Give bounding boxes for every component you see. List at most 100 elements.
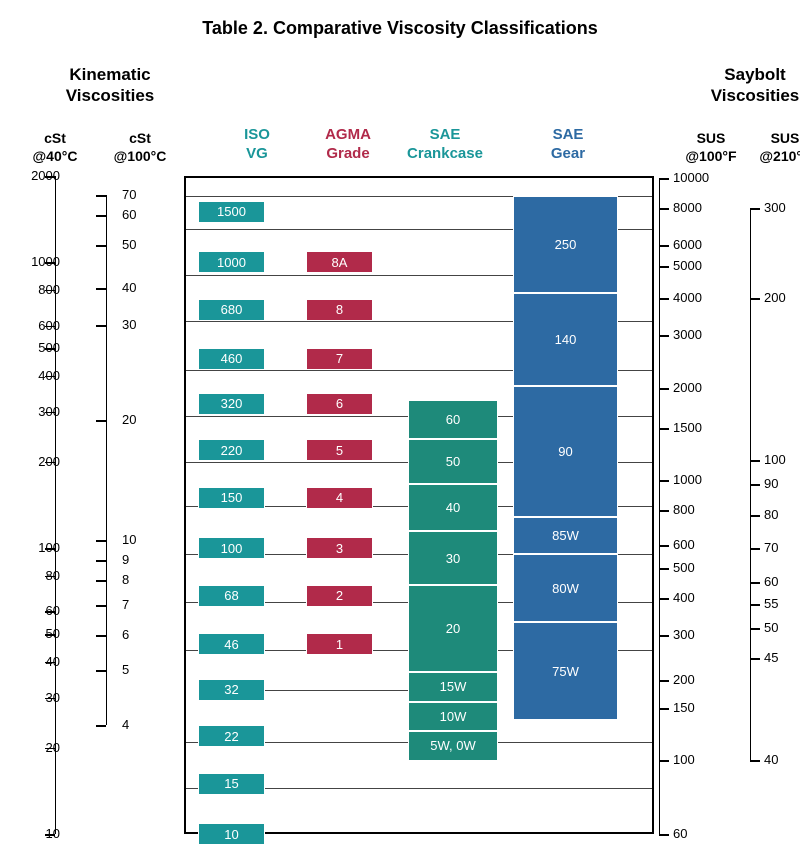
crank-grade-box: 15W [408, 672, 498, 702]
iso-header: ISOVG [217, 126, 297, 164]
sus100-tick-label: 150 [673, 700, 723, 715]
cst100-tick-label: 7 [122, 597, 172, 612]
crank-grade-box: 40 [408, 484, 498, 531]
gear-grade-box: 75W [513, 622, 618, 720]
cst40-tick-label: 800 [10, 282, 60, 297]
agma-grade-box: 8 [306, 299, 373, 321]
sus210-tick-label: 90 [764, 476, 800, 491]
viscosity-comparison-chart: Table 2. Comparative Viscosity Classific… [0, 0, 800, 863]
sus210-tick-label: 70 [764, 540, 800, 555]
sus210-tick [750, 460, 760, 462]
crank-header: SAECrankcase [405, 126, 485, 164]
iso-grade-box: 1000 [198, 251, 265, 273]
sus210-tick-label: 40 [764, 752, 800, 767]
cst100-tick-label: 4 [122, 717, 172, 732]
iso-grade-box: 100 [198, 537, 265, 559]
gear-grade-box: 80W [513, 554, 618, 622]
cst100-tick [96, 540, 106, 542]
sus100-tick-label: 800 [673, 502, 723, 517]
iso-grade-box: 32 [198, 679, 265, 701]
sus100-tick-label: 5000 [673, 258, 723, 273]
cst100-tick-label: 60 [122, 207, 172, 222]
cst100-tick [96, 420, 106, 422]
crank-grade-box: 5W, 0W [408, 731, 498, 761]
sus100-tick [659, 208, 669, 210]
sus100-tick-label: 400 [673, 590, 723, 605]
sus210-tick [750, 515, 760, 517]
sus100-tick-label: 300 [673, 627, 723, 642]
sus210-tick-label: 45 [764, 650, 800, 665]
sus210-tick [750, 760, 760, 762]
cst100-tick [96, 215, 106, 217]
cst100-tick-label: 50 [122, 237, 172, 252]
sus100-tick [659, 266, 669, 268]
cst100-tick [96, 635, 106, 637]
sus100-tick [659, 510, 669, 512]
cst40-tick-label: 100 [10, 540, 60, 555]
sus100-tick-label: 100 [673, 752, 723, 767]
agma-grade-box: 5 [306, 439, 373, 461]
cst40-tick-label: 2000 [10, 168, 60, 183]
sus100-tick-label: 10000 [673, 170, 723, 185]
sus100-tick-label: 4000 [673, 290, 723, 305]
agma-grade-box: 4 [306, 487, 373, 509]
gear-grade-box: 250 [513, 196, 618, 293]
iso-grade-box: 320 [198, 393, 265, 415]
sus100-axis [659, 178, 660, 834]
cst100-tick-label: 70 [122, 187, 172, 202]
sus100-tick [659, 298, 669, 300]
sus100-header: SUS@100°F [671, 130, 751, 165]
cst100-tick-label: 9 [122, 552, 172, 567]
sus100-tick [659, 335, 669, 337]
gear-grade-box: 90 [513, 386, 618, 518]
sus210-tick [750, 208, 760, 210]
sus100-tick-label: 200 [673, 672, 723, 687]
chart-title: Table 2. Comparative Viscosity Classific… [202, 18, 598, 39]
sus100-tick-label: 1000 [673, 472, 723, 487]
iso-grade-box: 1500 [198, 201, 265, 223]
saybolt-header: SayboltViscosities [680, 64, 800, 107]
cst100-tick-label: 20 [122, 412, 172, 427]
cst40-tick-label: 400 [10, 368, 60, 383]
sus100-tick-label: 60 [673, 826, 723, 841]
sus100-tick [659, 178, 669, 180]
cst40-tick-label: 300 [10, 404, 60, 419]
cst100-axis [106, 195, 107, 725]
cst40-tick-label: 600 [10, 318, 60, 333]
agma-grade-box: 3 [306, 537, 373, 559]
sus100-tick-label: 1500 [673, 420, 723, 435]
crank-grade-box: 30 [408, 531, 498, 586]
crank-grade-box: 20 [408, 585, 498, 671]
sus210-tick-label: 300 [764, 200, 800, 215]
agma-grade-box: 7 [306, 348, 373, 370]
cst40-axis [55, 176, 56, 834]
iso-grade-box: 10 [198, 823, 265, 845]
cst40-tick-label: 10 [10, 826, 60, 841]
agma-grade-box: 8A [306, 251, 373, 273]
sus210-tick [750, 484, 760, 486]
cst100-tick [96, 580, 106, 582]
cst100-tick-label: 30 [122, 317, 172, 332]
cst100-tick-label: 8 [122, 572, 172, 587]
sus100-tick [659, 680, 669, 682]
cst100-tick-label: 5 [122, 662, 172, 677]
cst100-tick [96, 195, 106, 197]
sus100-tick [659, 428, 669, 430]
sus210-tick-label: 55 [764, 596, 800, 611]
sus100-tick [659, 834, 669, 836]
sus100-tick [659, 568, 669, 570]
cst40-tick-label: 20 [10, 740, 60, 755]
crank-grade-box: 60 [408, 400, 498, 440]
sus100-tick-label: 600 [673, 537, 723, 552]
sus100-tick [659, 598, 669, 600]
cst100-tick-label: 10 [122, 532, 172, 547]
sus210-tick [750, 298, 760, 300]
sus210-tick-label: 60 [764, 574, 800, 589]
sus210-tick [750, 604, 760, 606]
iso-grade-box: 680 [198, 299, 265, 321]
cst40-tick-label: 500 [10, 340, 60, 355]
sus100-tick [659, 245, 669, 247]
sus210-tick-label: 100 [764, 452, 800, 467]
iso-grade-box: 15 [198, 773, 265, 795]
gridline [265, 690, 408, 691]
